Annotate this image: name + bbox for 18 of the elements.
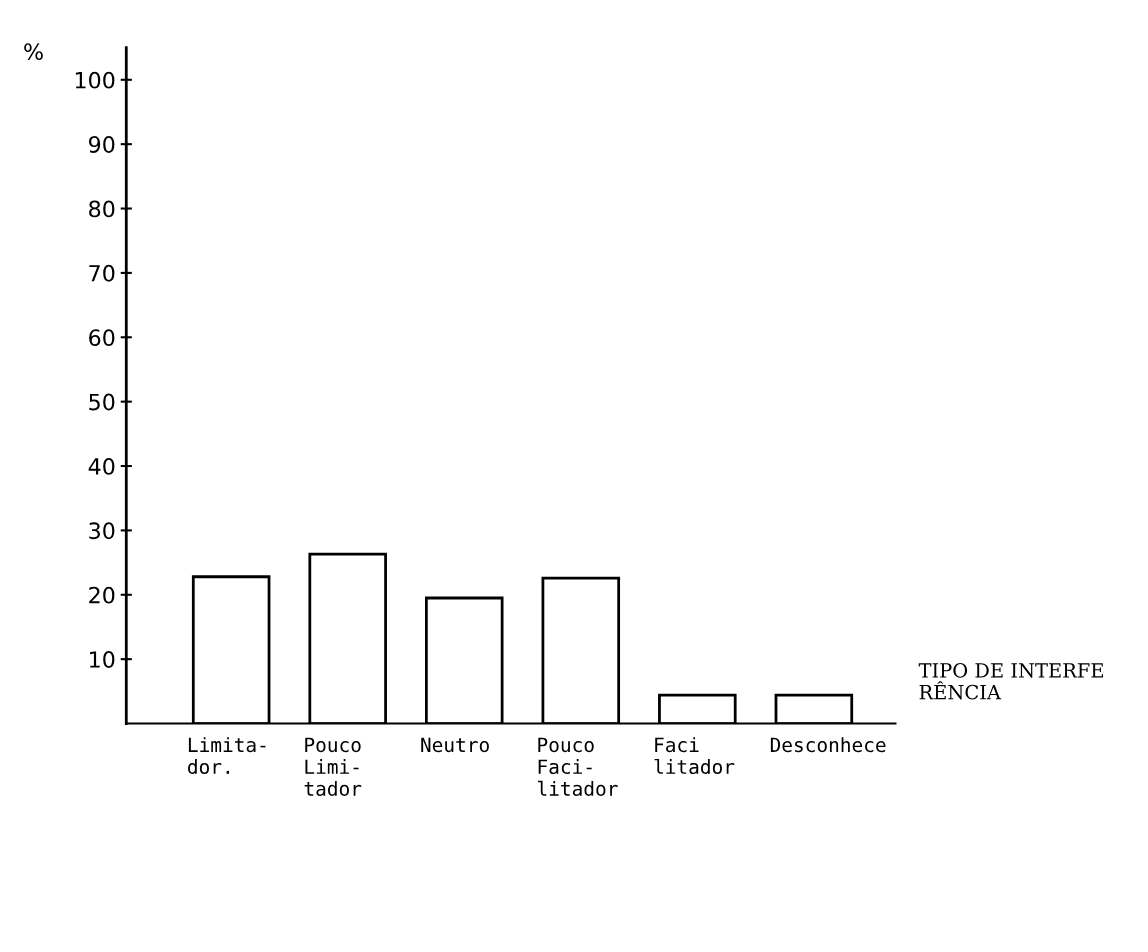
y-tick-label: 70 bbox=[89, 264, 115, 282]
y-tick-label: 40 bbox=[88, 457, 115, 475]
x-tick-label: Faci litador bbox=[654, 737, 735, 775]
x-tick-label: Desconhece bbox=[770, 737, 886, 753]
x-tick-label: Pouco Limi- tador bbox=[304, 737, 362, 796]
x-tick-label: Limita- dor. bbox=[188, 737, 266, 775]
y-tick-label: 90 bbox=[88, 136, 115, 153]
y-tick-label: 100 bbox=[75, 71, 115, 89]
x-tick-label: Neutro bbox=[421, 737, 489, 753]
y-axis-title: % bbox=[24, 43, 43, 61]
y-tick-label: 50 bbox=[89, 393, 115, 411]
y-tick-label: 80 bbox=[89, 200, 115, 218]
x-tick-label: Pouco Faci- litador bbox=[538, 737, 618, 796]
x-axis-title: TIPO DE INTERFE RÊNCIA bbox=[918, 663, 1103, 700]
y-tick-label: 20 bbox=[89, 586, 115, 604]
y-tick-label: 30 bbox=[89, 522, 115, 540]
y-tick-label: 10 bbox=[90, 651, 115, 668]
y-tick-label: 60 bbox=[89, 329, 115, 347]
